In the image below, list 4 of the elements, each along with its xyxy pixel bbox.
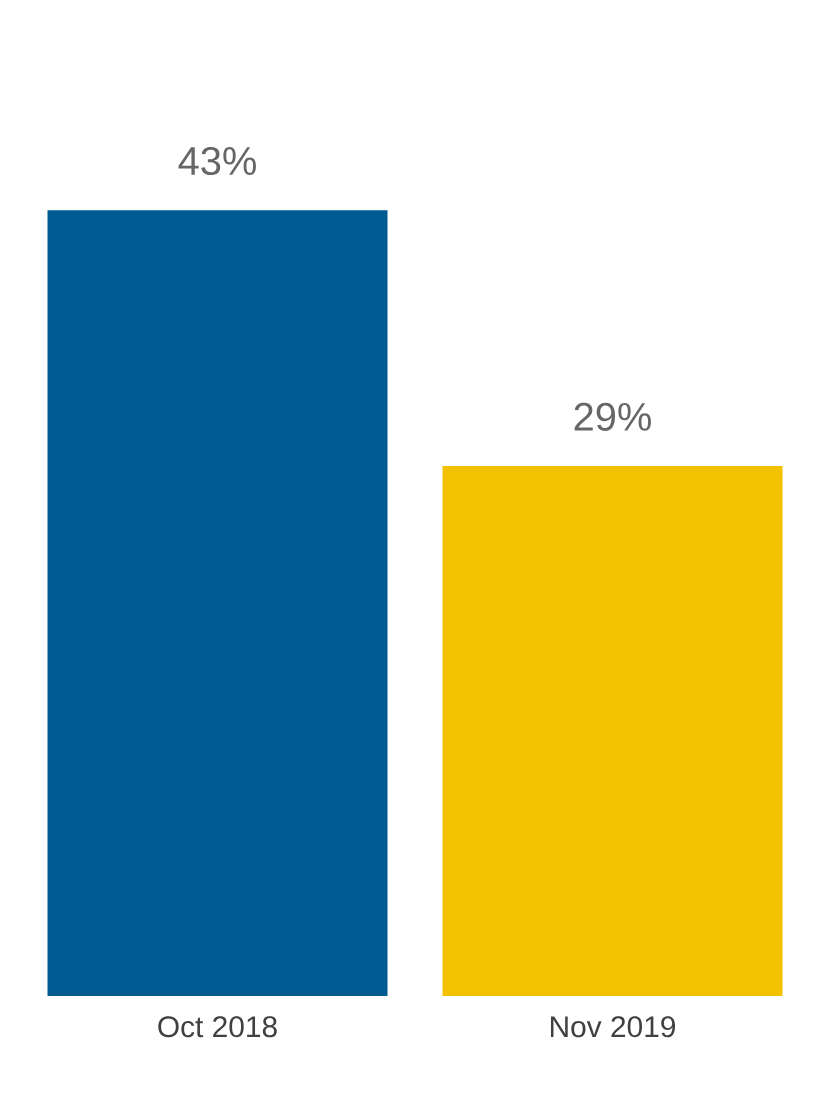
data-label: 29% bbox=[574, 402, 651, 431]
data-label: 43% bbox=[178, 146, 256, 176]
x-tick-label: Nov 2019 bbox=[550, 1016, 675, 1038]
x-tick-label: Oct 2018 bbox=[158, 1016, 277, 1038]
